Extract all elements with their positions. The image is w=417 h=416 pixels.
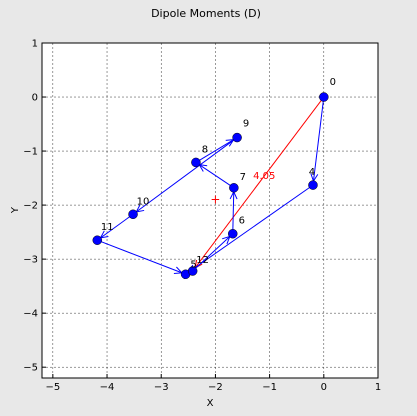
net-vector-label: 4.05 xyxy=(253,171,275,182)
y-tick-label: −4 xyxy=(23,309,38,320)
y-tick-label: 0 xyxy=(32,93,38,104)
series-points xyxy=(92,92,329,280)
data-point xyxy=(229,183,239,193)
segment-arrow xyxy=(192,233,234,272)
data-point xyxy=(128,209,138,220)
segment-arrow xyxy=(312,96,325,186)
segment-arrow xyxy=(132,137,238,215)
data-point xyxy=(228,228,238,239)
segment-arrow xyxy=(96,213,134,241)
data-point xyxy=(232,132,242,143)
plot-area xyxy=(42,43,378,378)
plot-frame xyxy=(41,42,379,379)
point-labels: 4.05 +0 4 5 12 6 7 8 9 10 11 xyxy=(101,77,336,270)
point-label: 8 xyxy=(202,144,208,155)
x-tick-label: −1 xyxy=(262,382,277,393)
data-point xyxy=(92,235,103,245)
chart-title: Dipole Moments (D) xyxy=(151,7,261,20)
point-label: 11 xyxy=(101,222,114,233)
ticks: −5 −4 −3 −2 −1 0 1 −5 −4 −3 −2 −1 0 1 xyxy=(23,39,381,394)
y-tick-label: 1 xyxy=(32,39,38,50)
y-tick-label: −2 xyxy=(23,201,38,212)
y-tick-label: −5 xyxy=(23,363,38,374)
x-axis-label: X xyxy=(207,398,214,409)
segment-arrow xyxy=(195,137,238,163)
point-label: 0 xyxy=(330,77,336,88)
y-tick-label: −3 xyxy=(23,255,38,266)
data-point xyxy=(308,180,318,190)
x-tick-label: 1 xyxy=(375,382,381,393)
x-tick-label: −5 xyxy=(45,382,60,393)
segment-arrow xyxy=(97,239,186,275)
point-label: 5 xyxy=(190,259,196,270)
segment-arrow xyxy=(195,161,235,189)
point-label: 10 xyxy=(137,196,150,207)
data-point xyxy=(191,157,201,168)
series-lines xyxy=(96,96,325,280)
data-point xyxy=(319,92,329,102)
point-label: 9 xyxy=(243,119,249,130)
x-tick-label: −2 xyxy=(208,382,223,393)
center-marker: + xyxy=(210,193,220,207)
x-tick-label: −4 xyxy=(100,382,115,393)
point-label: 7 xyxy=(240,172,246,183)
y-axis-label: Y xyxy=(10,206,21,214)
segment-arrow xyxy=(185,184,314,275)
x-tick-label: −3 xyxy=(154,382,169,393)
point-label: 12 xyxy=(196,255,209,266)
x-tick-label: 0 xyxy=(321,382,327,393)
data-point xyxy=(187,266,198,276)
segment-arrow xyxy=(232,187,235,234)
point-label: 6 xyxy=(239,216,245,227)
y-tick-label: −1 xyxy=(23,147,38,158)
point-label: 4 xyxy=(309,167,315,178)
net-vector-arrow xyxy=(192,96,325,272)
